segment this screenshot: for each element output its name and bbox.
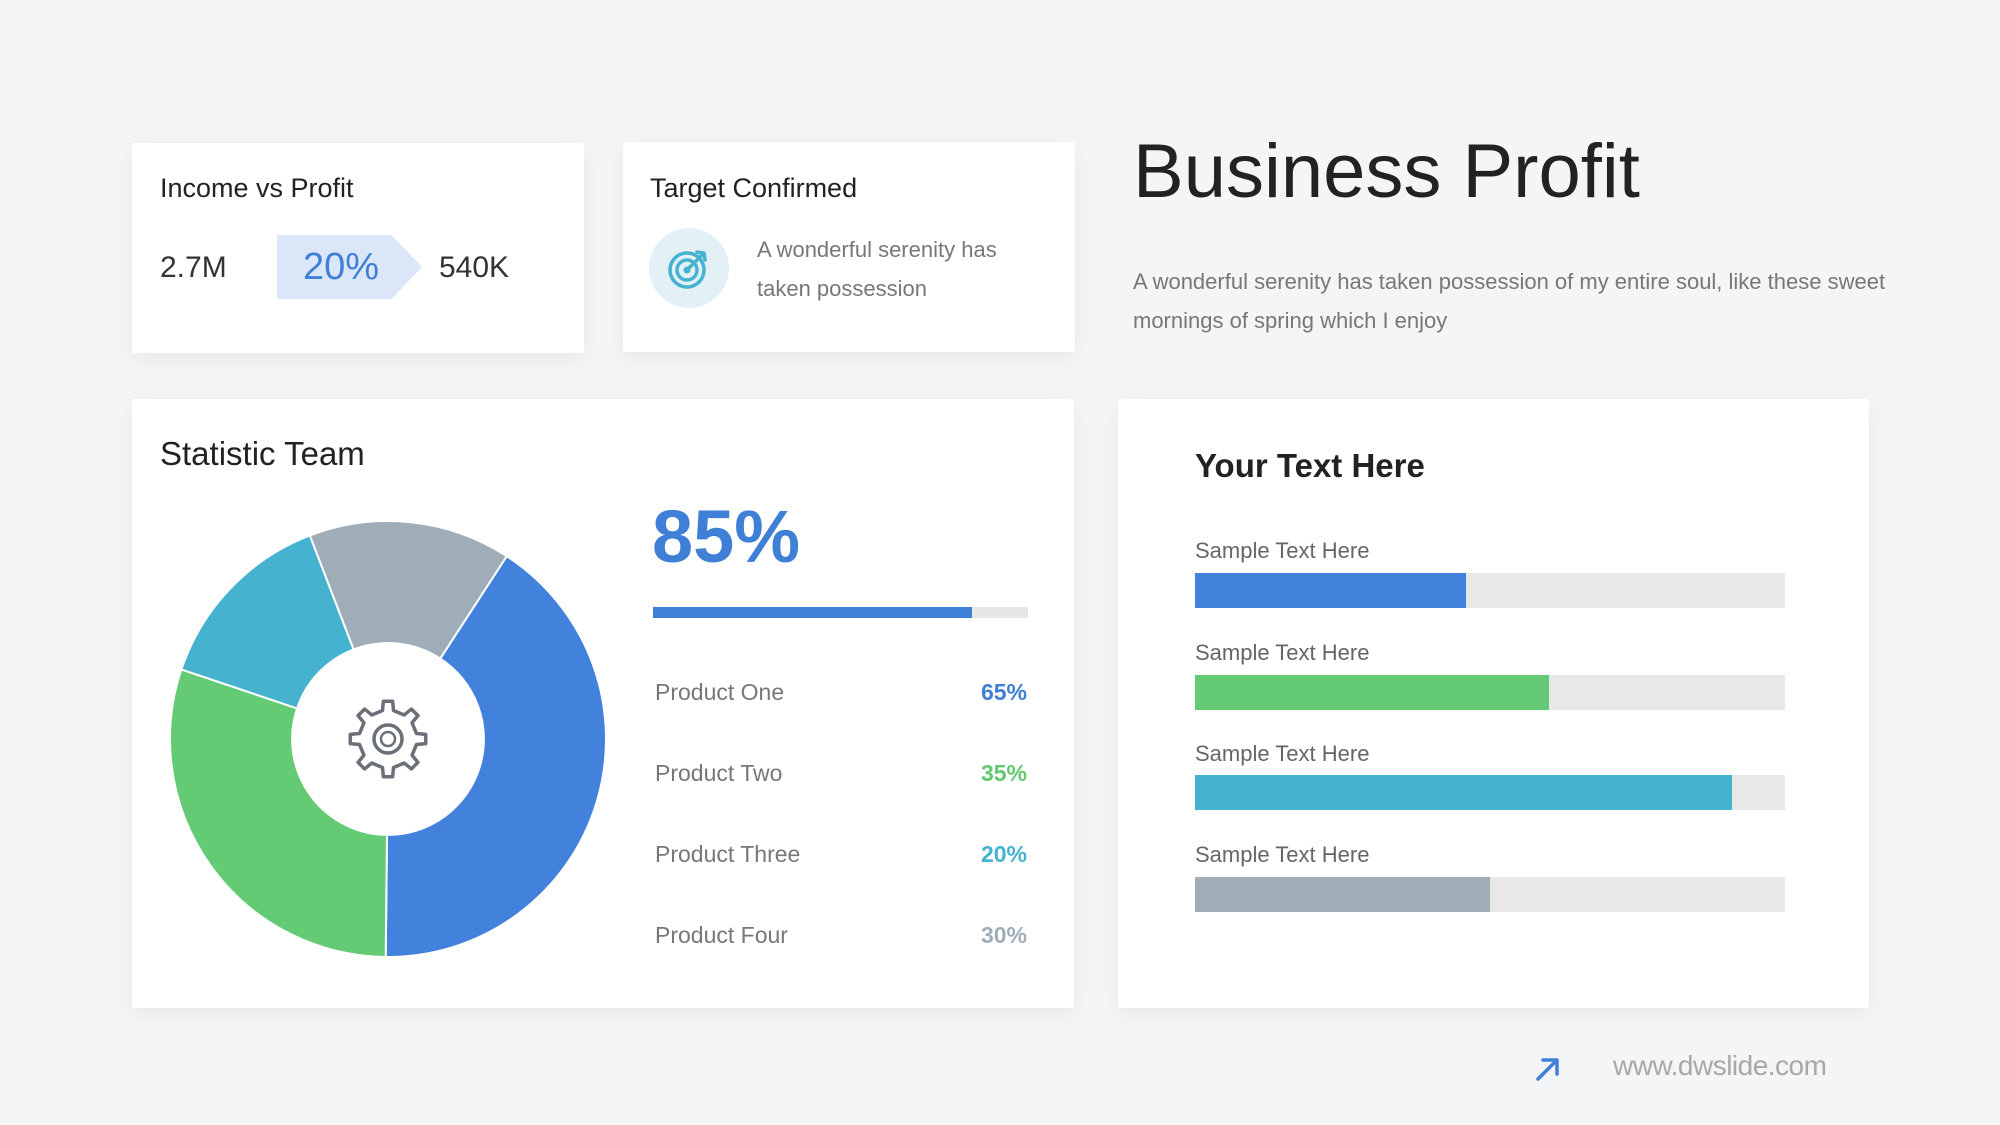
bar-fill	[1195, 877, 1490, 912]
bar-fill	[1195, 675, 1549, 710]
income-value: 2.7M	[160, 251, 227, 284]
bar-fill	[1195, 573, 1467, 608]
bar-label: Sample Text Here	[1195, 538, 1370, 563]
product-label: Product Three	[655, 841, 801, 867]
product-row: Product Two 35%	[655, 760, 1027, 794]
target-card-title: Target Confirmed	[650, 173, 858, 203]
product-row: Product Three 20%	[655, 841, 1027, 875]
product-value: 30%	[980, 922, 1027, 948]
big-percent: 85%	[652, 495, 801, 578]
bar-track	[1195, 877, 1785, 912]
arrow-badge	[277, 235, 422, 299]
bar-track	[1195, 675, 1785, 710]
donut-segment	[384, 554, 607, 958]
product-label: Product One	[655, 679, 785, 705]
gear-icon	[348, 699, 428, 779]
target-icon-circle	[649, 228, 729, 308]
product-label: Product Two	[655, 760, 783, 786]
page-subtitle: A wonderful serenity has taken possessio…	[1133, 269, 1886, 333]
product-value: 65%	[980, 679, 1027, 705]
product-row: Product Four 30%	[655, 922, 1027, 956]
income-card-title: Income vs Profit	[160, 173, 354, 203]
progress-fill	[653, 607, 972, 618]
bar-fill	[1195, 775, 1732, 810]
product-value: 35%	[980, 760, 1027, 786]
income-vs-profit-card: Income vs Profit 2.7M 20% 540K	[132, 143, 584, 353]
donut-chart	[169, 520, 607, 958]
profit-value: 540K	[439, 251, 510, 284]
product-value: 20%	[980, 841, 1027, 867]
progress-track	[653, 607, 1028, 618]
bar-label: Sample Text Here	[1195, 842, 1370, 867]
donut-segment	[180, 534, 355, 710]
arrow-up-right-icon	[1536, 1058, 1559, 1081]
bar-label: Sample Text Here	[1195, 640, 1370, 665]
target-icon	[668, 250, 707, 289]
stat-card-title: Statistic Team	[160, 435, 365, 472]
product-label: Product Four	[655, 922, 788, 948]
statistic-team-card: Statistic Team 85% Product One 65% Produ…	[132, 399, 1074, 1008]
text-card-title: Your Text Here	[1195, 447, 1425, 484]
bar-track	[1195, 775, 1785, 810]
product-row: Product One 65%	[655, 679, 1027, 713]
footer-url[interactable]: www.dwslide.com	[1613, 1050, 1827, 1081]
bar-track	[1195, 573, 1785, 608]
profit-percent: 20%	[302, 246, 380, 288]
text-bars-card: Your Text Here Sample Text Here Sample T…	[1118, 399, 1869, 1008]
donut-segment	[169, 668, 389, 958]
target-confirmed-card: Target Confirmed A wonderful serenity ha…	[623, 142, 1075, 352]
bar-label: Sample Text Here	[1195, 741, 1370, 766]
page-title: Business Profit	[1133, 129, 1640, 214]
target-description: A wonderful serenity has taken possessio…	[757, 237, 997, 301]
donut-segment	[308, 520, 509, 660]
